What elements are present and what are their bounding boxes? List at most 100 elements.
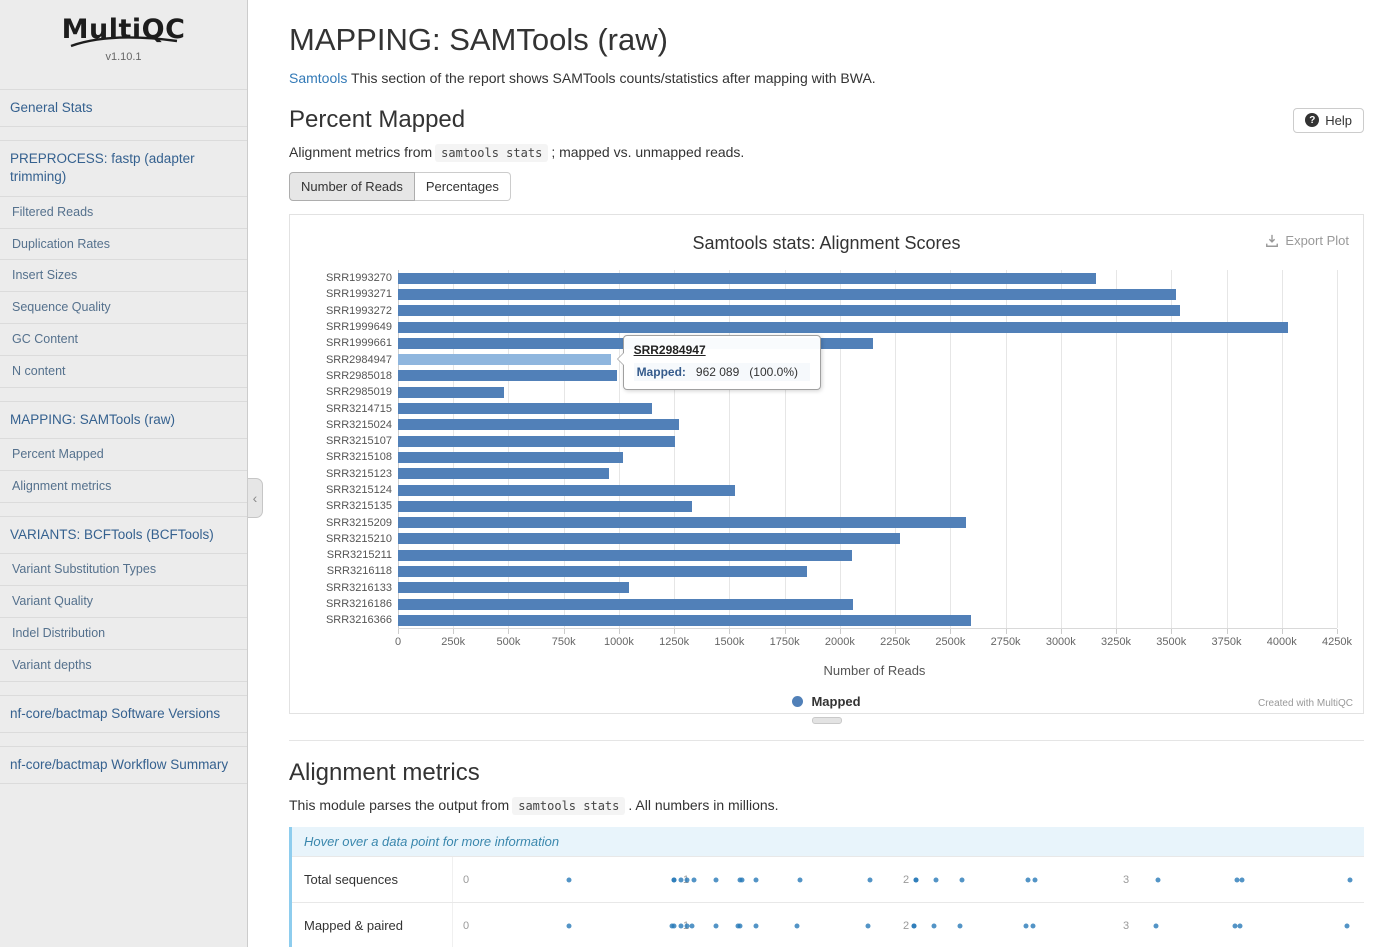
bar-srr3215024[interactable] xyxy=(398,419,679,431)
bar-srr3215211[interactable] xyxy=(398,549,853,561)
sidebar-item-duplication-rates[interactable]: Duplication Rates xyxy=(0,227,247,260)
legend-label: Mapped xyxy=(811,694,861,709)
bar-srr2984947[interactable] xyxy=(398,354,611,366)
beeswarm-dot[interactable] xyxy=(1239,877,1245,882)
page-title: MAPPING: SAMTools (raw) xyxy=(289,22,668,57)
beeswarm-dot[interactable] xyxy=(691,877,697,882)
beeswarm-dot[interactable] xyxy=(867,877,873,882)
multiqc-logo[interactable]: MultiQC xyxy=(0,14,247,49)
sidebar-item-filtered-reads[interactable]: Filtered Reads xyxy=(0,195,247,228)
beeswarm-dot[interactable] xyxy=(1237,923,1243,928)
module-intro: Samtools This section of the report show… xyxy=(289,70,1364,86)
grid-line xyxy=(1116,270,1118,628)
beeswarm-dot[interactable] xyxy=(933,877,939,882)
bar-srr3215108[interactable] xyxy=(398,451,624,463)
beeswarm-dot[interactable] xyxy=(1155,877,1161,882)
beeswarm-dot[interactable] xyxy=(911,923,917,928)
tab-percentages[interactable]: Percentages xyxy=(414,172,511,201)
beeswarm-dot[interactable] xyxy=(1025,877,1031,882)
beeswarm-dot[interactable] xyxy=(1032,877,1038,882)
bar-srr3215107[interactable] xyxy=(398,435,676,447)
beeswarm-dot[interactable] xyxy=(753,923,759,928)
beeswarm-dot[interactable] xyxy=(735,923,741,928)
sidebar-item-nf-core-bactmap-software-versions[interactable]: nf-core/bactmap Software Versions xyxy=(0,694,247,733)
axis-tick xyxy=(398,629,399,634)
sidebar-item-indel-distribution[interactable]: Indel Distribution xyxy=(0,616,247,649)
beeswarm-dot[interactable] xyxy=(684,923,690,928)
beeswarm-dot[interactable] xyxy=(566,877,572,882)
axis-tick xyxy=(563,629,565,634)
sidebar-item-nf-core-bactmap-workflow-summary[interactable]: nf-core/bactmap Workflow Summary xyxy=(0,745,247,785)
beeswarm-dot[interactable] xyxy=(669,923,675,928)
beeswarm-dot[interactable] xyxy=(931,923,937,928)
beeswarm-dot[interactable] xyxy=(713,923,719,928)
plot-resize-handle[interactable] xyxy=(811,717,842,724)
sidebar-item-alignment-metrics[interactable]: Alignment metrics xyxy=(0,470,247,503)
beeswarm-dot[interactable] xyxy=(1234,877,1240,882)
beeswarm-row-label: Mapped & paired xyxy=(304,918,404,933)
beeswarm-dot[interactable] xyxy=(689,923,695,928)
x-axis-title: Number of Reads xyxy=(823,663,926,678)
bar-srr3215210[interactable] xyxy=(398,533,900,545)
beeswarm-dot[interactable] xyxy=(1153,923,1159,928)
sidebar-item-gc-content[interactable]: GC Content xyxy=(0,323,247,355)
beeswarm-dot[interactable] xyxy=(1023,923,1029,928)
beeswarm-dot[interactable] xyxy=(794,923,800,928)
sidebar-collapse-handle[interactable]: ‹ xyxy=(248,478,263,518)
sidebar-item-variant-quality[interactable]: Variant Quality xyxy=(0,584,247,617)
percent-mapped-title: Percent Mapped xyxy=(289,106,466,133)
sidebar-item-variant-depths[interactable]: Variant depths xyxy=(0,648,247,682)
bar-srr1999649[interactable] xyxy=(398,321,1289,333)
bar-srr1993272[interactable] xyxy=(398,305,1181,317)
beeswarm-dot[interactable] xyxy=(957,923,963,928)
sidebar: MultiQC v1.10.1 General Stats PREPROCESS:… xyxy=(0,0,248,947)
beeswarm-dot[interactable] xyxy=(678,923,684,928)
bar-srr2985018[interactable] xyxy=(398,370,617,382)
beeswarm-dot[interactable] xyxy=(865,923,871,928)
bar-srr2985019[interactable] xyxy=(398,386,505,398)
bar-srr3215135[interactable] xyxy=(398,500,692,512)
beeswarm-dot[interactable] xyxy=(1344,923,1350,928)
beeswarm-dot[interactable] xyxy=(1232,923,1238,928)
sidebar-item-variant-substitution-types[interactable]: Variant Substitution Types xyxy=(0,553,247,585)
beeswarm-dot[interactable] xyxy=(1030,923,1036,928)
y-axis-label: SRR3214715 xyxy=(325,402,392,415)
bar-srr3216366[interactable] xyxy=(398,614,972,626)
tab-number-of-reads[interactable]: Number of Reads xyxy=(289,172,415,201)
help-button[interactable]: ? Help xyxy=(1293,107,1364,133)
beeswarm-dot[interactable] xyxy=(797,877,803,882)
chart-bar-row: SRR3216366 xyxy=(326,612,1337,628)
beeswarm-dot[interactable] xyxy=(1347,877,1353,882)
beeswarm-dot[interactable] xyxy=(678,877,684,882)
sidebar-item-general-stats[interactable]: General Stats xyxy=(0,89,247,128)
beeswarm-dot[interactable] xyxy=(913,877,919,882)
bar-srr3215209[interactable] xyxy=(398,517,966,529)
beeswarm-dot[interactable] xyxy=(671,877,677,882)
bar-srr3216133[interactable] xyxy=(398,582,629,594)
beeswarm-dot[interactable] xyxy=(713,877,719,882)
bar-srr3215123[interactable] xyxy=(398,468,609,480)
beeswarm-dot[interactable] xyxy=(959,877,965,882)
bar-srr3216118[interactable] xyxy=(398,565,807,577)
sidebar-item-percent-mapped[interactable]: Percent Mapped xyxy=(0,438,247,470)
bar-srr3214715[interactable] xyxy=(398,403,653,415)
beeswarm-dot[interactable] xyxy=(566,923,572,928)
sidebar-item-variants-bcftools-bcftools-[interactable]: VARIANTS: BCFTools (BCFTools) xyxy=(0,515,247,553)
bar-srr3216186[interactable] xyxy=(398,598,854,610)
sidebar-item-preprocess-fastp-adapter-trimming-[interactable]: PREPROCESS: fastp (adapter trimming) xyxy=(0,140,247,195)
beeswarm-dot[interactable] xyxy=(753,877,759,882)
export-plot-button[interactable]: Export Plot xyxy=(1265,233,1349,248)
sidebar-item-insert-sizes[interactable]: Insert Sizes xyxy=(0,259,247,291)
beeswarm-dot[interactable] xyxy=(684,877,690,882)
bar-srr1993270[interactable] xyxy=(398,272,1097,284)
bar-srr1993271[interactable] xyxy=(398,288,1176,300)
beeswarm-dot[interactable] xyxy=(737,877,743,882)
sidebar-item-n-content[interactable]: N content xyxy=(0,355,247,388)
sidebar-item-mapping-samtools-raw-[interactable]: MAPPING: SAMTools (raw) xyxy=(0,400,247,438)
sidebar-item-sequence-quality[interactable]: Sequence Quality xyxy=(0,291,247,323)
bar-srr3215124[interactable] xyxy=(398,484,735,496)
samtools-link[interactable]: Samtools xyxy=(289,70,348,86)
axis-tick-label: 4250k xyxy=(1322,636,1352,648)
grid-line xyxy=(839,270,841,628)
legend-item-mapped[interactable]: Mapped xyxy=(302,694,1351,709)
